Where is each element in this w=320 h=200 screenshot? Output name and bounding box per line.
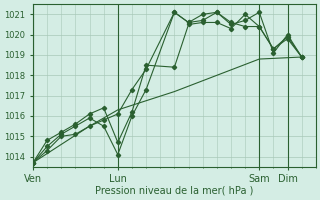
X-axis label: Pression niveau de la mer( hPa ): Pression niveau de la mer( hPa ) <box>95 186 253 196</box>
